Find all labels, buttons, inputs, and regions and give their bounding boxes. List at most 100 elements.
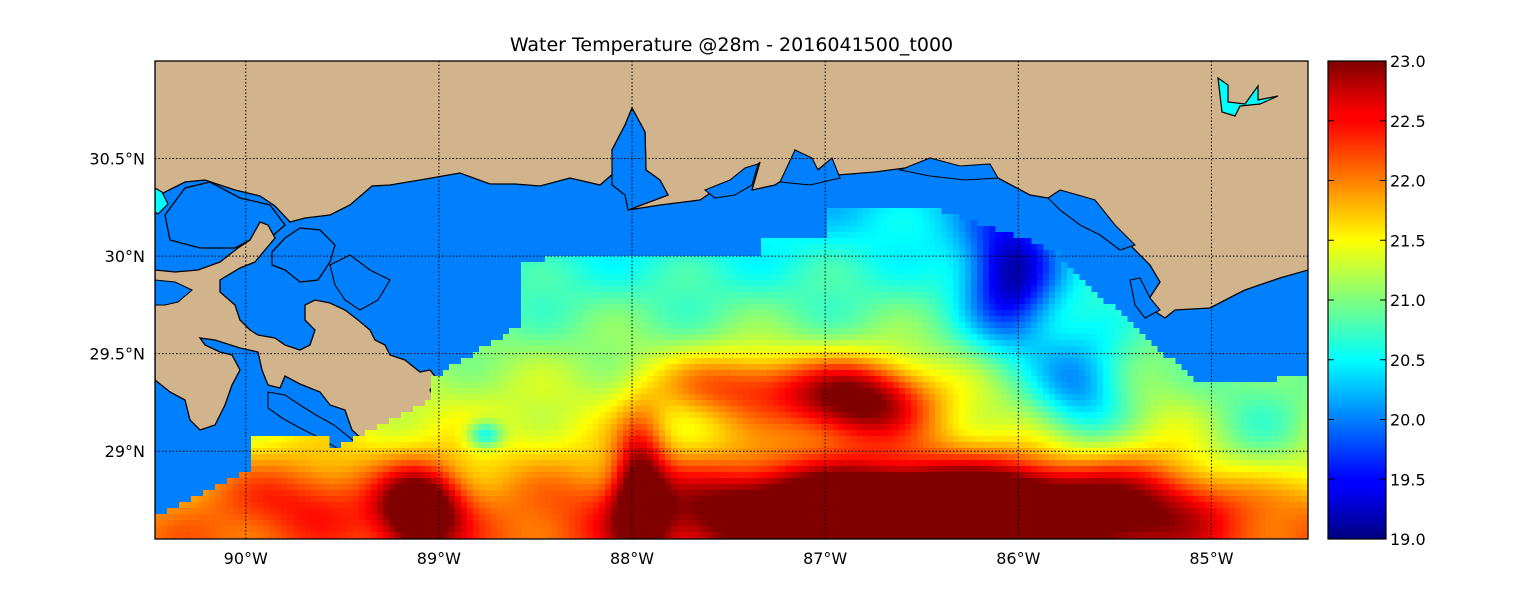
temperature-cell: [479, 448, 486, 455]
temperature-cell: [563, 436, 570, 443]
temperature-cell: [755, 376, 762, 383]
temperature-cell: [1175, 370, 1182, 377]
temperature-cell: [881, 454, 888, 461]
temperature-cell: [905, 238, 912, 245]
temperature-cell: [413, 454, 420, 461]
temperature-cell: [653, 256, 660, 263]
temperature-cell: [623, 262, 630, 269]
temperature-cell: [995, 454, 1002, 461]
temperature-cell: [857, 220, 864, 227]
temperature-cell: [947, 322, 954, 329]
temperature-cell: [1013, 358, 1020, 365]
temperature-cell: [449, 370, 456, 377]
temperature-cell: [785, 286, 792, 293]
temperature-cell: [887, 232, 894, 239]
temperature-cell: [971, 424, 978, 431]
temperature-cell: [1043, 430, 1050, 437]
temperature-cell: [695, 472, 702, 479]
temperature-cell: [1049, 304, 1056, 311]
temperature-cell: [923, 358, 930, 365]
temperature-cell: [419, 442, 426, 449]
temperature-cell: [761, 430, 768, 437]
temperature-cell: [665, 370, 672, 377]
temperature-cell: [857, 304, 864, 311]
temperature-cell: [1217, 454, 1224, 461]
temperature-cell: [623, 400, 630, 407]
temperature-cell: [851, 388, 858, 395]
temperature-cell: [461, 358, 468, 365]
temperature-cell: [1199, 400, 1206, 407]
temperature-cell: [269, 436, 276, 443]
temperature-cell: [1055, 322, 1062, 329]
temperature-cell: [1193, 418, 1200, 425]
temperature-cell: [665, 334, 672, 341]
temperature-cell: [1205, 436, 1212, 443]
temperature-cell: [599, 424, 606, 431]
temperature-cell: [1001, 256, 1008, 263]
temperature-cell: [941, 238, 948, 245]
temperature-cell: [773, 388, 780, 395]
temperature-cell: [815, 310, 822, 317]
temperature-cell: [725, 304, 732, 311]
temperature-cell: [785, 424, 792, 431]
temperature-cell: [1025, 448, 1032, 455]
temperature-cell: [713, 316, 720, 323]
temperature-cell: [1151, 358, 1158, 365]
temperature-cell: [353, 442, 360, 449]
temperature-cell: [587, 286, 594, 293]
temperature-cell: [545, 316, 552, 323]
temperature-cell: [497, 430, 504, 437]
temperature-cell: [701, 376, 708, 383]
temperature-cell: [785, 430, 792, 437]
temperature-cell: [833, 280, 840, 287]
temperature-cell: [341, 460, 348, 467]
temperature-cell: [581, 376, 588, 383]
temperature-cell: [845, 442, 852, 449]
temperature-cell: [707, 280, 714, 287]
temperature-cell: [1103, 352, 1110, 359]
temperature-cell: [785, 304, 792, 311]
temperature-cell: [767, 364, 774, 371]
temperature-cell: [983, 412, 990, 419]
temperature-cell: [839, 244, 846, 251]
temperature-cell: [833, 430, 840, 437]
temperature-cell: [1205, 388, 1212, 395]
temperature-cell: [725, 328, 732, 335]
temperature-cell: [929, 418, 936, 425]
temperature-cell: [995, 304, 1002, 311]
temperature-cell: [683, 424, 690, 431]
temperature-cell: [569, 370, 576, 377]
temperature-cell: [593, 262, 600, 269]
temperature-cell: [431, 472, 438, 479]
temperature-cell: [893, 238, 900, 245]
temperature-cell: [935, 436, 942, 443]
temperature-cell: [827, 454, 834, 461]
temperature-cell: [611, 358, 618, 365]
temperature-cell: [935, 280, 942, 287]
temperature-cell: [689, 418, 696, 425]
temperature-cell: [707, 424, 714, 431]
temperature-cell: [515, 400, 522, 407]
temperature-cell: [641, 424, 648, 431]
temperature-cell: [923, 364, 930, 371]
temperature-cell: [749, 280, 756, 287]
temperature-cell: [899, 436, 906, 443]
temperature-cell: [881, 346, 888, 353]
temperature-cell: [953, 226, 960, 233]
temperature-cell: [617, 286, 624, 293]
temperature-cell: [557, 304, 564, 311]
temperature-cell: [845, 370, 852, 377]
temperature-cell: [497, 352, 504, 359]
temperature-cell: [647, 310, 654, 317]
temperature-cell: [707, 388, 714, 395]
temperature-cell: [605, 292, 612, 299]
temperature-cell: [677, 418, 684, 425]
temperature-cell: [1049, 328, 1056, 335]
temperature-cell: [743, 472, 750, 479]
temperature-cell: [821, 364, 828, 371]
temperature-cell: [1235, 460, 1242, 467]
temperature-cell: [1151, 406, 1158, 413]
temperature-cell: [1217, 394, 1224, 401]
temperature-cell: [431, 388, 438, 395]
temperature-cell: [1235, 418, 1242, 425]
